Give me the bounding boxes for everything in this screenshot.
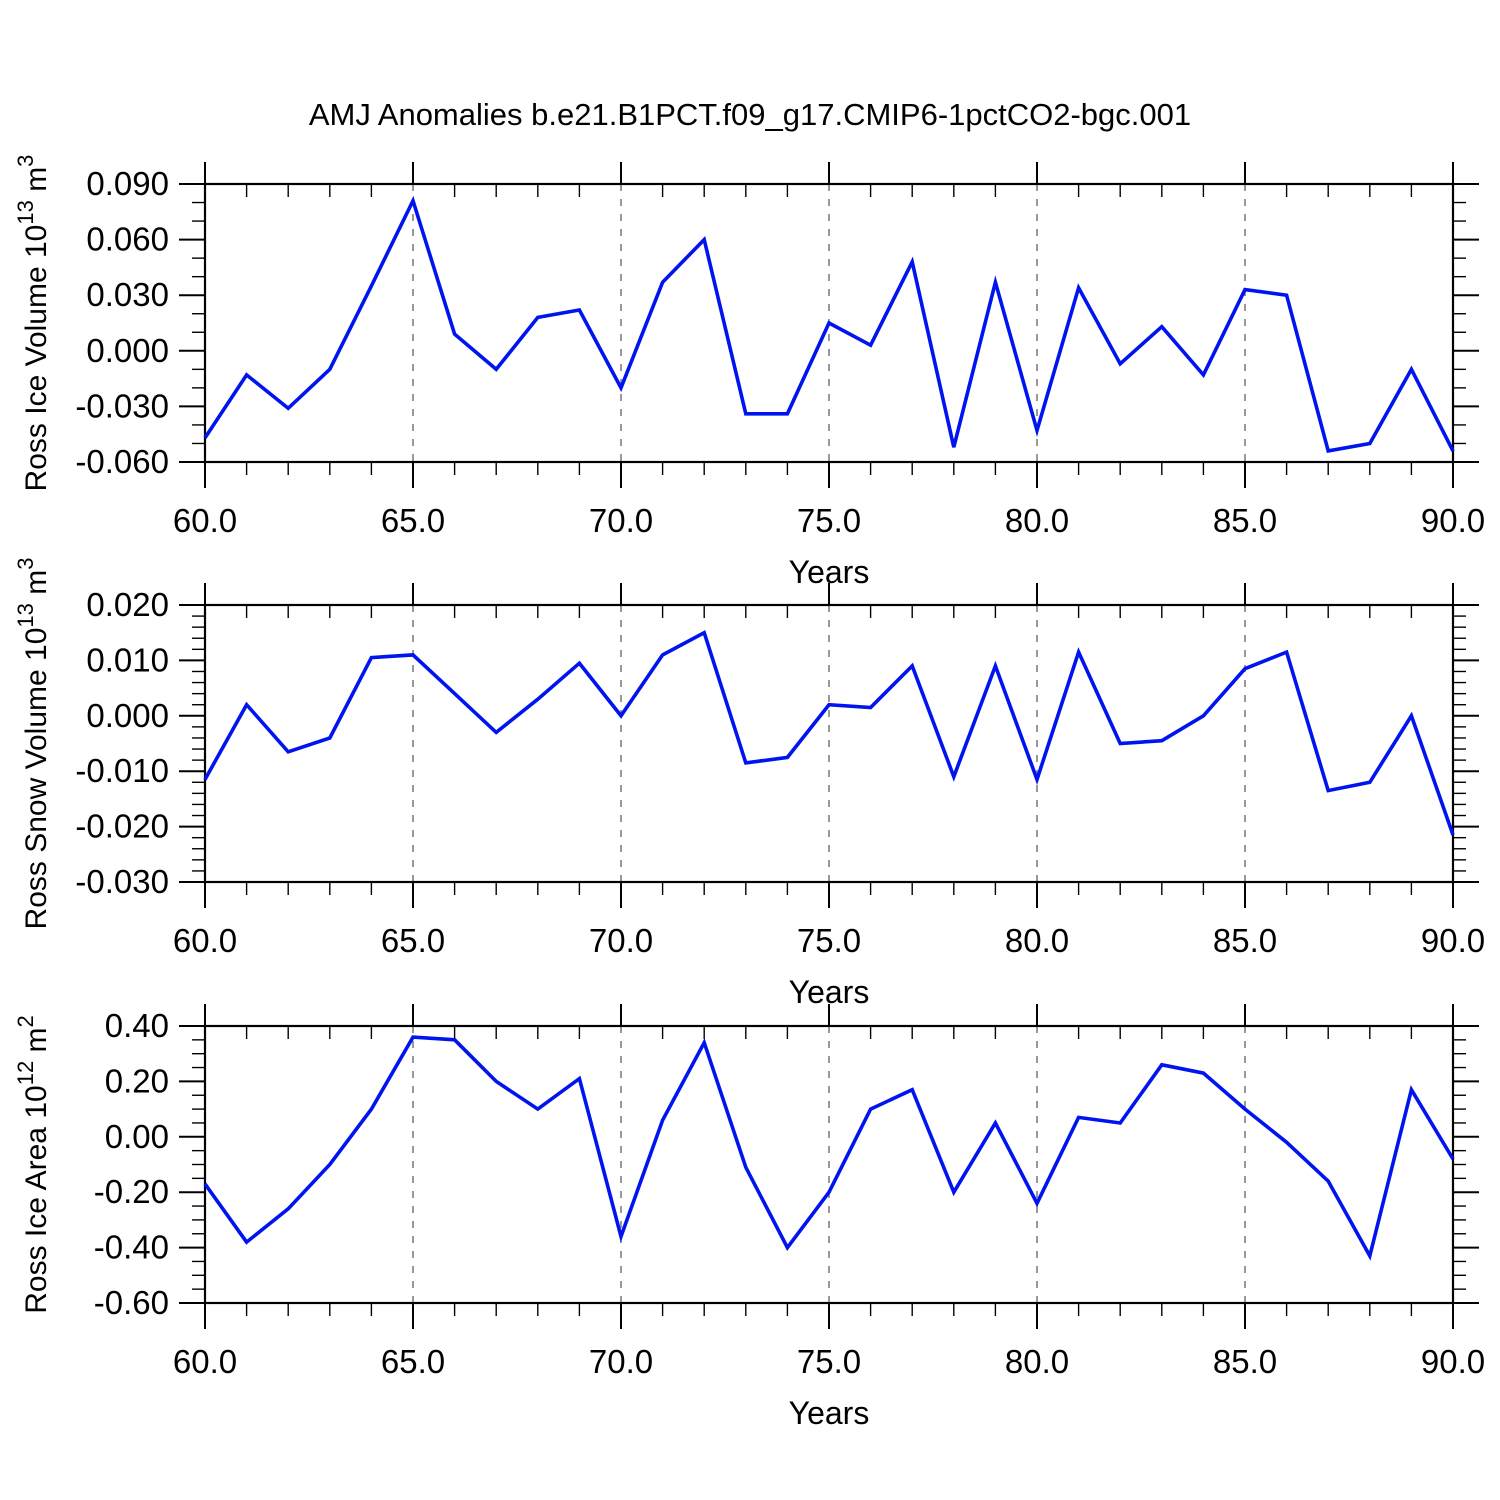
x-tick-label: 80.0 (1005, 1343, 1069, 1380)
y-tick-label: 0.40 (105, 1007, 169, 1044)
y-tick-label: -0.030 (75, 387, 169, 424)
y-tick-label: 0.000 (86, 697, 169, 734)
series-line (203, 195, 1455, 453)
x-tick-label: 75.0 (797, 1343, 861, 1380)
y-tick-label: 0.030 (86, 276, 169, 313)
y-tick-label: 0.020 (86, 586, 169, 623)
y-tick-label: -0.010 (75, 752, 169, 789)
x-tick-label: 70.0 (589, 922, 653, 959)
y-tick-label: -0.20 (94, 1173, 169, 1210)
y-tick-label: -0.020 (75, 808, 169, 845)
x-tick-label: 85.0 (1213, 1343, 1277, 1380)
y-tick-label: -0.40 (94, 1229, 169, 1266)
x-tick-label: 90.0 (1421, 922, 1485, 959)
x-tick-label: 75.0 (797, 922, 861, 959)
y-tick-label: -0.030 (75, 863, 169, 900)
y-tick-label: 0.090 (86, 165, 169, 202)
x-tick-label: 60.0 (173, 502, 237, 539)
x-tick-label: 60.0 (173, 1343, 237, 1380)
y-tick-label: -0.60 (94, 1284, 169, 1321)
y-axis-title: Ross Ice Area 1012 m2 (13, 1015, 53, 1314)
y-tick-label: -0.060 (75, 443, 169, 480)
x-tick-label: 80.0 (1005, 502, 1069, 539)
plot-frame (203, 603, 1455, 884)
x-tick-label: 90.0 (1421, 502, 1485, 539)
x-tick-label: 60.0 (173, 922, 237, 959)
y-axis-title: Ross Snow Volume 1013 m3 (13, 558, 53, 930)
plot-frame (203, 182, 1455, 464)
plot-frame (203, 1024, 1455, 1305)
y-tick-label: 0.010 (86, 641, 169, 678)
x-tick-label: 65.0 (381, 502, 445, 539)
y-tick-label: 0.00 (105, 1118, 169, 1155)
x-tick-label: 75.0 (797, 502, 861, 539)
y-tick-label: 0.20 (105, 1062, 169, 1099)
x-tick-label: 90.0 (1421, 1343, 1485, 1380)
y-tick-label: 0.000 (86, 332, 169, 369)
x-tick-label: 80.0 (1005, 922, 1069, 959)
x-tick-label: 70.0 (589, 502, 653, 539)
x-tick-label: 85.0 (1213, 502, 1277, 539)
x-tick-label: 85.0 (1213, 922, 1277, 959)
chart-title: AMJ Anomalies b.e21.B1PCT.f09_g17.CMIP6-… (308, 97, 1192, 132)
x-tick-label: 65.0 (381, 1343, 445, 1380)
x-tick-label: 70.0 (589, 1343, 653, 1380)
x-axis-title: Years (789, 1395, 870, 1431)
series-line (203, 630, 1455, 836)
series-line (203, 1035, 1455, 1261)
y-axis-title: Ross Ice Volume 1013 m3 (13, 155, 53, 492)
x-tick-label: 65.0 (381, 922, 445, 959)
y-tick-label: 0.060 (86, 221, 169, 258)
